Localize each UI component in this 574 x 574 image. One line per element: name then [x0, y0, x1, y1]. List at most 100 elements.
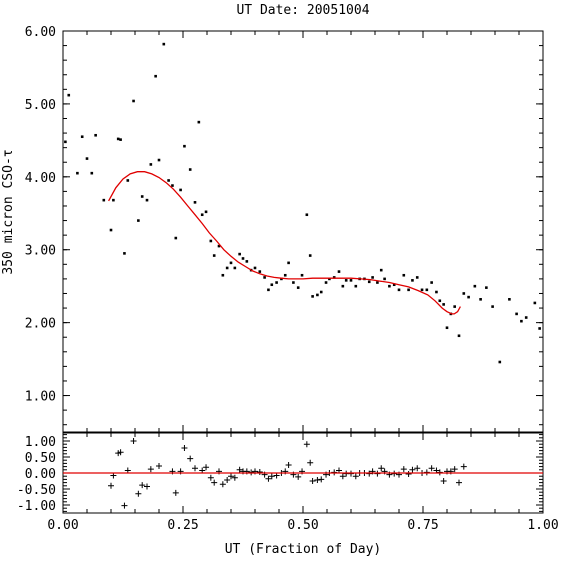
residual-point: [135, 490, 142, 497]
residual-point: [314, 477, 321, 484]
residual-point: [451, 466, 458, 473]
data-point: [102, 198, 106, 202]
data-point: [174, 236, 178, 240]
data-point: [438, 299, 442, 303]
residual-point: [236, 466, 243, 473]
data-point: [442, 303, 445, 306]
residual-point: [256, 469, 263, 476]
data-point: [383, 277, 386, 281]
residual-y-tick-label: -1.00: [17, 499, 56, 514]
residual-point: [207, 474, 214, 481]
x-tick-label: 0.75: [407, 518, 438, 533]
data-point: [538, 327, 541, 330]
residual-point: [181, 445, 188, 452]
data-point: [221, 273, 225, 277]
main-y-tick-label: 2.00: [25, 317, 56, 332]
x-tick-label: 0.00: [47, 518, 78, 533]
residual-point: [172, 489, 179, 496]
data-point: [197, 120, 201, 124]
main-y-tick-label: 5.00: [25, 98, 56, 113]
data-point: [154, 74, 157, 78]
residual-point: [219, 481, 226, 488]
residual-point: [203, 464, 210, 471]
data-point: [90, 171, 94, 175]
data-point: [188, 168, 192, 171]
chart-title: UT Date: 20051004: [236, 3, 369, 18]
residual-point: [352, 473, 359, 480]
residual-point: [405, 470, 412, 477]
y-axis-label: 350 micron CSO-τ: [1, 149, 16, 274]
data-point: [430, 281, 433, 284]
residual-point: [156, 462, 162, 469]
data-point: [132, 99, 135, 103]
data-point: [229, 261, 233, 265]
data-point: [76, 171, 79, 175]
data-point: [212, 254, 216, 257]
x-tick-label: 1.00: [527, 518, 558, 533]
data-point: [305, 213, 309, 217]
data-point: [270, 283, 274, 287]
data-point: [292, 281, 295, 284]
residual-point: [108, 482, 114, 489]
data-point: [123, 252, 126, 255]
data-point: [392, 283, 396, 287]
main-y-tick-label: 4.00: [25, 171, 56, 186]
data-point: [520, 319, 523, 323]
data-point: [258, 270, 262, 273]
residual-point: [130, 438, 137, 444]
residual-point: [318, 476, 325, 483]
data-point: [435, 290, 438, 294]
residual-point: [378, 465, 385, 472]
residual-point: [228, 473, 234, 480]
data-point: [308, 254, 312, 257]
residual-point: [303, 441, 310, 448]
main-y-tick-label: 6.00: [25, 25, 56, 40]
residual-point: [285, 462, 292, 468]
data-point: [157, 158, 161, 162]
data-point: [112, 198, 115, 202]
residual-point: [144, 483, 150, 490]
data-point: [367, 280, 371, 284]
data-point: [479, 298, 482, 301]
data-point: [425, 288, 429, 292]
data-point: [341, 284, 345, 288]
data-point: [379, 268, 383, 272]
x-tick-label: 0.50: [287, 518, 318, 533]
data-point: [311, 295, 314, 298]
data-point: [193, 201, 197, 204]
data-point: [145, 198, 149, 202]
residual-point: [224, 477, 231, 484]
residual-y-tick-label: -0.50: [17, 483, 56, 498]
residual-point: [440, 478, 447, 484]
data-point: [183, 144, 186, 148]
data-point: [491, 305, 494, 308]
data-point: [233, 266, 237, 270]
residual-y-tick-label: 0.00: [25, 467, 56, 482]
residual-point: [117, 449, 124, 456]
data-point: [344, 279, 348, 282]
residual-y-tick-label: 1.00: [25, 435, 56, 450]
data-point: [162, 42, 166, 46]
data-point: [149, 163, 153, 166]
data-point: [267, 288, 270, 292]
data-point: [524, 316, 528, 319]
data-point: [371, 276, 374, 279]
data-point: [415, 276, 419, 279]
residual-point: [400, 466, 407, 473]
data-point: [337, 270, 341, 273]
data-point: [126, 179, 130, 182]
data-point: [85, 157, 89, 160]
data-point: [280, 277, 283, 281]
data-point: [498, 360, 502, 364]
data-point: [67, 93, 71, 97]
residual-point: [307, 459, 314, 466]
data-point: [462, 292, 466, 295]
data-point: [275, 281, 278, 284]
residual-point: [339, 473, 346, 480]
residual-y-tick-label: 0.50: [25, 451, 56, 466]
residual-point: [309, 478, 316, 484]
data-point: [420, 288, 424, 292]
data-point: [116, 137, 120, 141]
data-point: [119, 138, 122, 141]
